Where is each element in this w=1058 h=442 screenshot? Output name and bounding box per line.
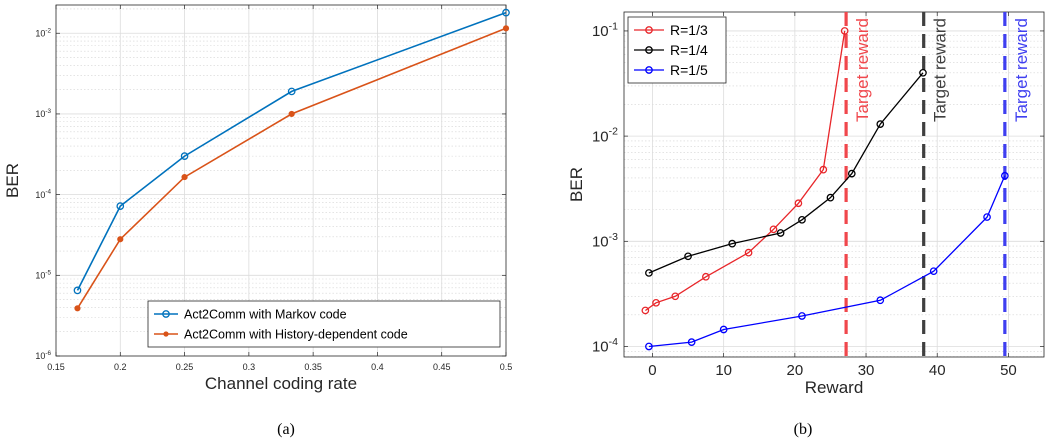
x-tick-label: 50 (1000, 362, 1017, 379)
data-point (287, 87, 296, 96)
y-tick-label: 10-1 (592, 20, 618, 40)
caption-a: (a) (277, 421, 295, 438)
data-point (929, 267, 938, 276)
x-tick-label: 0.25 (176, 362, 194, 372)
legend-swatch-marker (645, 66, 653, 74)
data-point (919, 68, 927, 77)
data-point (769, 225, 778, 234)
x-tick-label: 0.2 (114, 362, 127, 372)
x-tick-label: 40 (929, 362, 946, 379)
chart-b: 0 10 20 30 40 50 10-4 10-3 10-2 10-1 Reward BER Targ… (567, 11, 1045, 397)
x-tick-label: 30 (858, 362, 875, 379)
series-line-0 (645, 30, 846, 312)
x-tick-label: 0.3 (243, 362, 256, 372)
y-tick-label: 10-4 (592, 336, 618, 356)
y-tick-label: 10-3 (592, 231, 618, 251)
legend-entry: Act2Comm with Markov code (184, 308, 347, 322)
data-point (798, 312, 806, 320)
x-tick-label: 0.35 (304, 362, 322, 372)
plot-area (56, 5, 506, 356)
legend-swatch-marker (162, 310, 170, 318)
x-tick-label: 10 (715, 362, 732, 379)
data-point (728, 239, 737, 248)
legend-entry: Act2Comm with History-dependent code (184, 328, 408, 342)
axis-box (55, 4, 507, 357)
y-tick-label: 10-5 (35, 269, 51, 280)
y-tick-label: 10-3 (35, 108, 51, 119)
data-point (288, 110, 295, 118)
legend-entry: R=1/5 (670, 62, 708, 78)
data-point (684, 252, 692, 261)
y-tick-label: 10-2 (592, 126, 618, 146)
y-tick-label: 10-2 (35, 27, 51, 38)
x-tick-label: 20 (787, 362, 804, 379)
data-point (702, 272, 710, 281)
data-point (794, 199, 803, 208)
chart-a: 0.15 0.2 0.25 0.3 0.35 0.4 0.45 0.5 10-6 10-5 10-4… (3, 4, 513, 393)
y-axis-label: BER (567, 167, 586, 202)
data-point (798, 215, 806, 224)
y-axis-label: BER (3, 163, 22, 198)
legend-swatch-marker (645, 26, 653, 34)
data-point (181, 173, 188, 181)
data-point (645, 269, 653, 277)
y-tick-label: 10-6 (35, 350, 51, 361)
target-reward-label: Target reward (931, 18, 950, 122)
data-point (876, 296, 885, 305)
data-point (117, 236, 124, 243)
data-point (73, 286, 82, 295)
series-line-0 (76, 11, 507, 291)
legend-box (147, 300, 501, 348)
x-axis-label: Reward (805, 378, 864, 397)
x-tick-label: 0.45 (433, 362, 451, 372)
x-tick-label: 0 (648, 362, 656, 379)
data-point (983, 213, 991, 221)
axis-box (623, 11, 1045, 358)
data-point (744, 248, 753, 257)
data-point (74, 305, 81, 312)
data-point (652, 298, 660, 307)
data-point (502, 25, 510, 32)
series-line-2 (648, 175, 1006, 348)
data-point (776, 229, 785, 237)
data-point (180, 152, 189, 160)
data-point (641, 306, 650, 315)
data-point (819, 165, 828, 174)
data-point (116, 202, 125, 210)
data-point (826, 193, 835, 202)
data-point (645, 342, 653, 351)
data-point (876, 120, 885, 128)
legend-swatch-marker (163, 331, 169, 337)
data-point (1000, 171, 1009, 180)
data-point (502, 8, 510, 17)
data-point (847, 169, 856, 178)
data-point (671, 292, 680, 301)
x-axis-label: Channel coding rate (205, 374, 357, 393)
data-point (840, 27, 849, 35)
target-reward-label: Target reward (1012, 18, 1031, 122)
x-tick-label: 0.15 (47, 362, 65, 372)
series-line-1 (648, 72, 924, 274)
legend-entry: R=1/3 (670, 22, 708, 38)
legend-entry: R=1/4 (670, 42, 708, 58)
data-point (687, 338, 696, 346)
data-point (719, 325, 728, 334)
x-tick-label: 0.4 (371, 362, 384, 372)
caption-b: (b) (794, 421, 813, 438)
target-reward-label: Target reward (853, 18, 872, 122)
x-tick-label: 0.5 (500, 362, 513, 372)
y-tick-label: 10-4 (35, 189, 51, 200)
legend-swatch-marker (645, 46, 653, 54)
